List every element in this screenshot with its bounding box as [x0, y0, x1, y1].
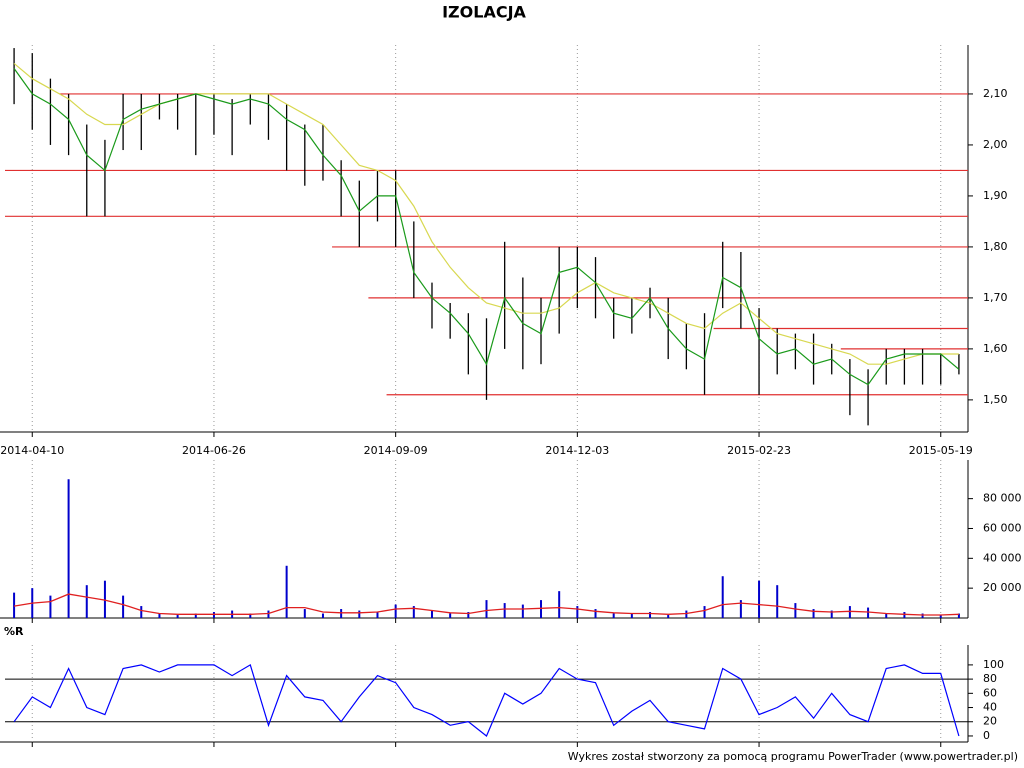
- volume-bar: [576, 606, 579, 618]
- y-tick-label: 1,80: [983, 240, 1008, 253]
- y-tick-label: 1,60: [983, 342, 1008, 355]
- volume-bar: [267, 610, 270, 618]
- volume-bar: [340, 609, 343, 618]
- volume-bar: [412, 606, 415, 618]
- y-tick-label: 1,90: [983, 189, 1008, 202]
- volume-bar: [848, 606, 851, 618]
- volume-bar: [140, 606, 143, 618]
- volume-bar: [503, 603, 506, 618]
- y-tick-label: 2,00: [983, 138, 1008, 151]
- ma-short-line: [13, 68, 960, 386]
- y-tick-label: 60 000: [983, 521, 1022, 534]
- volume-bar: [249, 613, 252, 618]
- volume-bar: [794, 603, 797, 618]
- volume-bar: [394, 604, 397, 618]
- x-tick-label: 2014-12-03: [545, 444, 609, 457]
- volume-bar: [685, 610, 688, 618]
- y-tick-label: 40: [983, 701, 997, 714]
- y-tick-label: 40 000: [983, 551, 1022, 564]
- volume-bar: [158, 613, 161, 618]
- volume-bar: [85, 585, 88, 618]
- x-tick-label: 2014-04-10: [0, 444, 64, 457]
- volume-bar: [303, 609, 306, 618]
- volume-bar: [939, 615, 942, 618]
- volume-bar: [867, 607, 870, 618]
- volume-bar: [667, 615, 670, 618]
- volume-bar: [13, 592, 16, 618]
- volume-bar: [721, 576, 724, 618]
- footer: Wykres został stworzony za pomocą progra…: [568, 750, 1018, 763]
- volume-bar: [903, 612, 906, 618]
- volume-bar: [212, 612, 215, 618]
- volume-bar: [122, 595, 125, 618]
- volume-average-line: [13, 593, 959, 616]
- x-tick-label: 2015-05-19: [909, 444, 973, 457]
- volume-bar: [285, 565, 288, 618]
- volume-bar: [703, 606, 706, 618]
- volume-bar: [612, 613, 615, 618]
- volume-bar: [430, 610, 433, 618]
- chart-title: IZOLACJA: [442, 3, 526, 22]
- volume-bar: [758, 580, 761, 618]
- y-tick-label: 20: [983, 715, 997, 728]
- y-tick-label: 2,10: [983, 87, 1008, 100]
- y-tick-label: 0: [983, 729, 990, 742]
- y-tick-label: 80 000: [983, 492, 1022, 505]
- volume-bar: [176, 615, 179, 618]
- y-tick-label: 60: [983, 686, 997, 699]
- panel-title: %R: [4, 625, 24, 638]
- volume-bar: [49, 595, 52, 618]
- volume-bar: [649, 612, 652, 618]
- y-tick-label: 100: [983, 658, 1004, 671]
- volume-bar: [467, 612, 470, 618]
- volume-bar: [485, 600, 488, 618]
- percent-r-line: [13, 663, 960, 737]
- volume-bar: [67, 479, 70, 618]
- x-tick-label: 2014-09-09: [364, 444, 428, 457]
- volume-bar: [739, 600, 742, 618]
- volume-bar: [812, 609, 815, 618]
- volume-bar: [521, 604, 524, 618]
- volume-bar: [830, 610, 833, 618]
- y-tick-label: 80: [983, 672, 997, 685]
- y-tick-label: 20 000: [983, 581, 1022, 594]
- volume-bar: [449, 613, 452, 618]
- y-tick-label: 1,70: [983, 291, 1008, 304]
- volume-bar: [194, 613, 197, 618]
- y-tick-label: 1,50: [983, 393, 1008, 406]
- volume-bar: [776, 585, 779, 618]
- volume-bar: [594, 609, 597, 618]
- volume-bar: [376, 612, 379, 618]
- x-tick-label: 2015-02-23: [727, 444, 791, 457]
- volume-bar: [540, 600, 543, 618]
- volume-bar: [103, 580, 106, 618]
- x-tick-label: 2014-06-26: [182, 444, 246, 457]
- volume-bar: [358, 610, 361, 618]
- volume-bar: [630, 613, 633, 618]
- volume-bar: [957, 613, 960, 618]
- volume-bar: [921, 613, 924, 618]
- volume-bar: [885, 613, 888, 618]
- volume-bar: [558, 591, 561, 618]
- volume-bar: [321, 613, 324, 618]
